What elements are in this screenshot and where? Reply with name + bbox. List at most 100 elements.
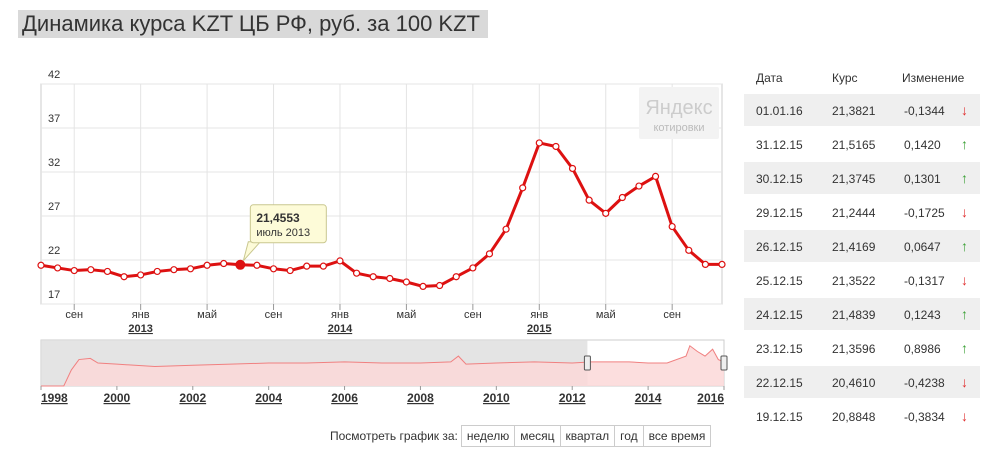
data-point (203, 261, 211, 269)
table-row: 29.12.15 21,2444 -0,1725 ↓ (744, 196, 980, 230)
period-week-button[interactable]: неделю (460, 425, 516, 447)
x-month-label: янв (331, 309, 349, 321)
row-date: 22.12.15 (756, 376, 803, 390)
row-date: 26.12.15 (756, 240, 803, 254)
data-point (186, 265, 195, 273)
x-month-label: сен (65, 309, 83, 321)
data-point (419, 282, 427, 290)
row-date: 25.12.15 (756, 274, 803, 288)
data-point (618, 193, 626, 202)
x-month-label: сен (464, 309, 482, 321)
data-point (502, 225, 510, 233)
navigator-year-label: 2002 (179, 391, 206, 405)
data-point (402, 278, 411, 286)
x-month-label: сен (663, 309, 681, 321)
data-point (120, 273, 128, 281)
data-point (37, 261, 45, 269)
x-year-label: 2015 (527, 323, 551, 335)
navigator-right-handle[interactable] (720, 355, 728, 371)
row-change: -0,4238 (904, 376, 945, 390)
data-point (336, 257, 344, 265)
tooltip-label: июль 2013 (256, 227, 310, 239)
y-tick-label: 32 (48, 157, 60, 169)
data-point (519, 184, 527, 192)
header-rate: Курс (832, 71, 858, 85)
plot-area (40, 83, 723, 305)
row-date: 31.12.15 (756, 138, 803, 152)
row-rate: 20,8848 (832, 410, 876, 424)
row-change: -0,1317 (904, 274, 945, 288)
y-tick-label: 22 (48, 245, 60, 257)
x-month-label: май (197, 309, 217, 321)
period-year-button[interactable]: год (614, 425, 644, 447)
table-row: 26.12.15 21,4169 0,0647 ↑ (744, 230, 980, 264)
data-point (452, 273, 460, 281)
arrow-down-icon: ↓ (961, 374, 968, 390)
x-year-label: 2013 (128, 323, 152, 335)
period-month-button[interactable]: месяц (514, 425, 561, 447)
navigator-year-label: 2016 (697, 391, 724, 405)
data-point (635, 182, 643, 190)
row-date: 23.12.15 (756, 342, 803, 356)
row-date: 29.12.15 (756, 206, 803, 220)
table-header: Дата Курс Изменение (744, 62, 980, 94)
rates-table: Дата Курс Изменение 01.01.16 21,3821 -0,13… (744, 62, 980, 434)
data-point (54, 264, 62, 272)
data-point (319, 262, 327, 270)
watermark-logo: Яндекс (645, 97, 712, 119)
row-change: 0,1301 (904, 172, 941, 186)
arrow-up-icon: ↑ (961, 340, 968, 356)
header-change: Изменение (902, 71, 965, 85)
data-point (552, 142, 560, 151)
row-date: 24.12.15 (756, 308, 803, 322)
period-all-time-button[interactable]: все время (642, 425, 712, 447)
row-change: -0,1344 (904, 104, 945, 118)
navigator-year-label: 2008 (407, 391, 434, 405)
navigator-left-handle[interactable] (583, 355, 591, 371)
arrow-down-icon: ↓ (961, 102, 968, 118)
row-rate: 21,3821 (832, 104, 876, 118)
y-tick-label: 17 (48, 289, 60, 301)
navigator-year-label: 2006 (331, 391, 358, 405)
header-date: Дата (756, 71, 783, 85)
period-quarter-button[interactable]: квартал (559, 425, 616, 447)
navigator-year-label: 2004 (255, 391, 282, 405)
data-point (253, 261, 261, 269)
row-date: 30.12.15 (756, 172, 803, 186)
page-title: Динамика курса KZT ЦБ РФ, руб. за 100 KZ… (18, 10, 488, 38)
arrow-up-icon: ↑ (961, 170, 968, 186)
table-row: 31.12.15 21,5165 0,1420 ↑ (744, 128, 980, 162)
data-point (585, 196, 593, 204)
data-point (103, 267, 112, 276)
data-point (269, 265, 278, 273)
navigator-year-label: 2014 (635, 391, 662, 405)
data-point (668, 222, 676, 231)
table-row: 25.12.15 21,3522 -0,1317 ↓ (744, 264, 980, 298)
x-month-label: сен (265, 309, 283, 321)
navigator-year-label: 1998 (41, 391, 68, 405)
y-tick-label: 42 (48, 69, 60, 81)
arrow-up-icon: ↑ (961, 136, 968, 152)
table-row: 01.01.16 21,3821 -0,1344 ↓ (744, 94, 980, 128)
row-rate: 21,4839 (832, 308, 876, 322)
x-month-label: янв (530, 309, 548, 321)
data-point (568, 164, 577, 173)
row-change: -0,3834 (904, 410, 945, 424)
x-month-label: май (596, 309, 616, 321)
navigator-year-label: 2010 (483, 391, 510, 405)
watermark-box (639, 87, 719, 139)
period-label: Посмотреть график за: (330, 429, 458, 443)
data-point (386, 274, 394, 283)
data-point (369, 273, 377, 281)
row-rate: 21,5165 (832, 138, 876, 152)
navigator-year-label: 2012 (559, 391, 586, 405)
x-month-label: янв (132, 309, 150, 321)
data-point (485, 250, 494, 258)
table-row: 22.12.15 20,4610 -0,4238 ↓ (744, 366, 980, 400)
row-change: 0,1243 (904, 308, 941, 322)
row-rate: 21,3745 (832, 172, 876, 186)
arrow-down-icon: ↓ (961, 204, 968, 220)
data-point (701, 260, 709, 268)
arrow-up-icon: ↑ (961, 306, 968, 322)
